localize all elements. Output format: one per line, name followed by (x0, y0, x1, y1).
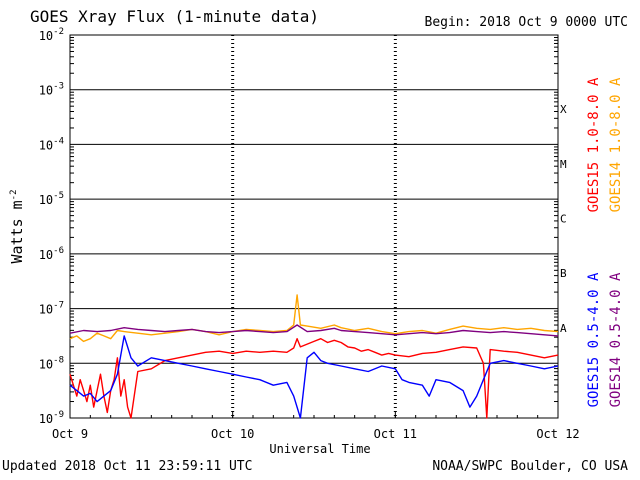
axis-labels: 10-9 10-8 10-7 10-6 10-5 10-4 10-3 10-2 Oct 9 Oct… (39, 27, 580, 441)
legend-item-1: GOES14 1.0-8.0 A (608, 77, 624, 212)
y-axis-title-base: Watts m (8, 200, 26, 263)
y-axis-title-exponent: -2 (9, 189, 19, 200)
legend-item-3: GOES14 0.5-4.0 A (608, 272, 624, 407)
series-line-0 (69, 294, 559, 343)
x-axis-title: Universal Time (269, 442, 371, 456)
plot-frame (69, 34, 559, 419)
y-tick-label: 10-8 (39, 355, 64, 371)
x-tick-label: Oct 9 (52, 427, 88, 441)
series-line-2 (69, 338, 559, 419)
begin-time: Begin: 2018 Oct 9 0000 UTC (424, 15, 629, 30)
flare-class-C: C (560, 213, 567, 226)
legend-item-2: GOES15 0.5-4.0 A (586, 272, 602, 407)
chart-title: GOES Xray Flux (1-minute data) (30, 7, 319, 26)
y-tick-label: 10-3 (39, 82, 64, 98)
flare-class-B: B (560, 267, 567, 280)
flare-class-M: M (560, 158, 567, 171)
series-line-3 (69, 335, 559, 419)
x-tick-label: Oct 11 (374, 427, 417, 441)
y-tick-label: 10-2 (39, 27, 64, 43)
y-tick-label: 10-7 (39, 301, 64, 317)
y-tick-label: 10-9 (39, 410, 64, 426)
grid (69, 35, 559, 418)
y-axis-title: Watts m-2 (8, 189, 26, 263)
y-axis-label: Watts m-2 (8, 189, 26, 263)
flare-class-X: X (560, 103, 567, 116)
updated-time: Updated 2018 Oct 11 23:59:11 UTC (2, 459, 253, 474)
flare-class-A: A (560, 322, 567, 335)
y-tick-label: 10-5 (39, 191, 64, 207)
y-tick-label: 10-6 (39, 246, 64, 262)
x-tick-label: Oct 10 (211, 427, 254, 441)
credit: NOAA/SWPC Boulder, CO USA (432, 459, 628, 474)
legend-item-0: GOES15 1.0-8.0 A (586, 77, 602, 212)
series-lines (69, 294, 559, 419)
x-tick-label: Oct 12 (536, 427, 579, 441)
legend: GOES15 1.0-8.0 A GOES14 1.0-8.0 A GOES15 0… (586, 77, 624, 407)
y-tick-label: 10-4 (39, 136, 64, 152)
series-line-1 (69, 324, 559, 337)
flare-class-labels: A B C M X (560, 103, 567, 335)
